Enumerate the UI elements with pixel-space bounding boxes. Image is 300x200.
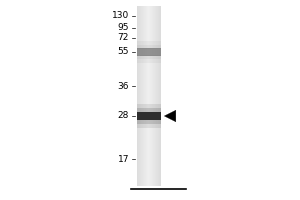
Bar bbox=[143, 6, 144, 186]
Bar bbox=[136, 48, 160, 56]
Bar bbox=[145, 6, 146, 186]
Bar bbox=[138, 6, 139, 186]
Bar bbox=[136, 45, 160, 49]
Bar bbox=[136, 112, 160, 120]
Bar bbox=[139, 6, 140, 186]
Text: 130: 130 bbox=[112, 11, 129, 21]
Bar bbox=[150, 6, 151, 186]
Bar bbox=[144, 6, 145, 186]
Bar bbox=[140, 6, 141, 186]
Text: 36: 36 bbox=[118, 82, 129, 90]
Bar bbox=[148, 6, 149, 186]
Bar bbox=[136, 55, 160, 59]
Bar bbox=[146, 6, 147, 186]
Text: 28: 28 bbox=[118, 112, 129, 120]
Bar bbox=[136, 119, 160, 124]
Bar bbox=[149, 6, 150, 186]
Bar bbox=[155, 6, 156, 186]
Bar bbox=[156, 6, 157, 186]
Bar bbox=[136, 108, 160, 113]
Bar bbox=[141, 6, 142, 186]
Text: 17: 17 bbox=[118, 154, 129, 164]
Text: 95: 95 bbox=[118, 23, 129, 32]
Polygon shape bbox=[164, 110, 176, 122]
Bar bbox=[159, 6, 160, 186]
Bar bbox=[147, 6, 148, 186]
Text: 72: 72 bbox=[118, 33, 129, 43]
Bar bbox=[136, 59, 160, 63]
Bar bbox=[151, 6, 152, 186]
Bar bbox=[158, 6, 159, 186]
Bar bbox=[157, 6, 158, 186]
Bar bbox=[136, 124, 160, 128]
Bar bbox=[142, 6, 143, 186]
Text: 55: 55 bbox=[118, 47, 129, 56]
Bar bbox=[136, 104, 160, 108]
Bar bbox=[136, 6, 137, 186]
Bar bbox=[136, 41, 160, 45]
Bar bbox=[154, 6, 155, 186]
Bar bbox=[152, 6, 153, 186]
Bar bbox=[137, 6, 138, 186]
Bar bbox=[153, 6, 154, 186]
